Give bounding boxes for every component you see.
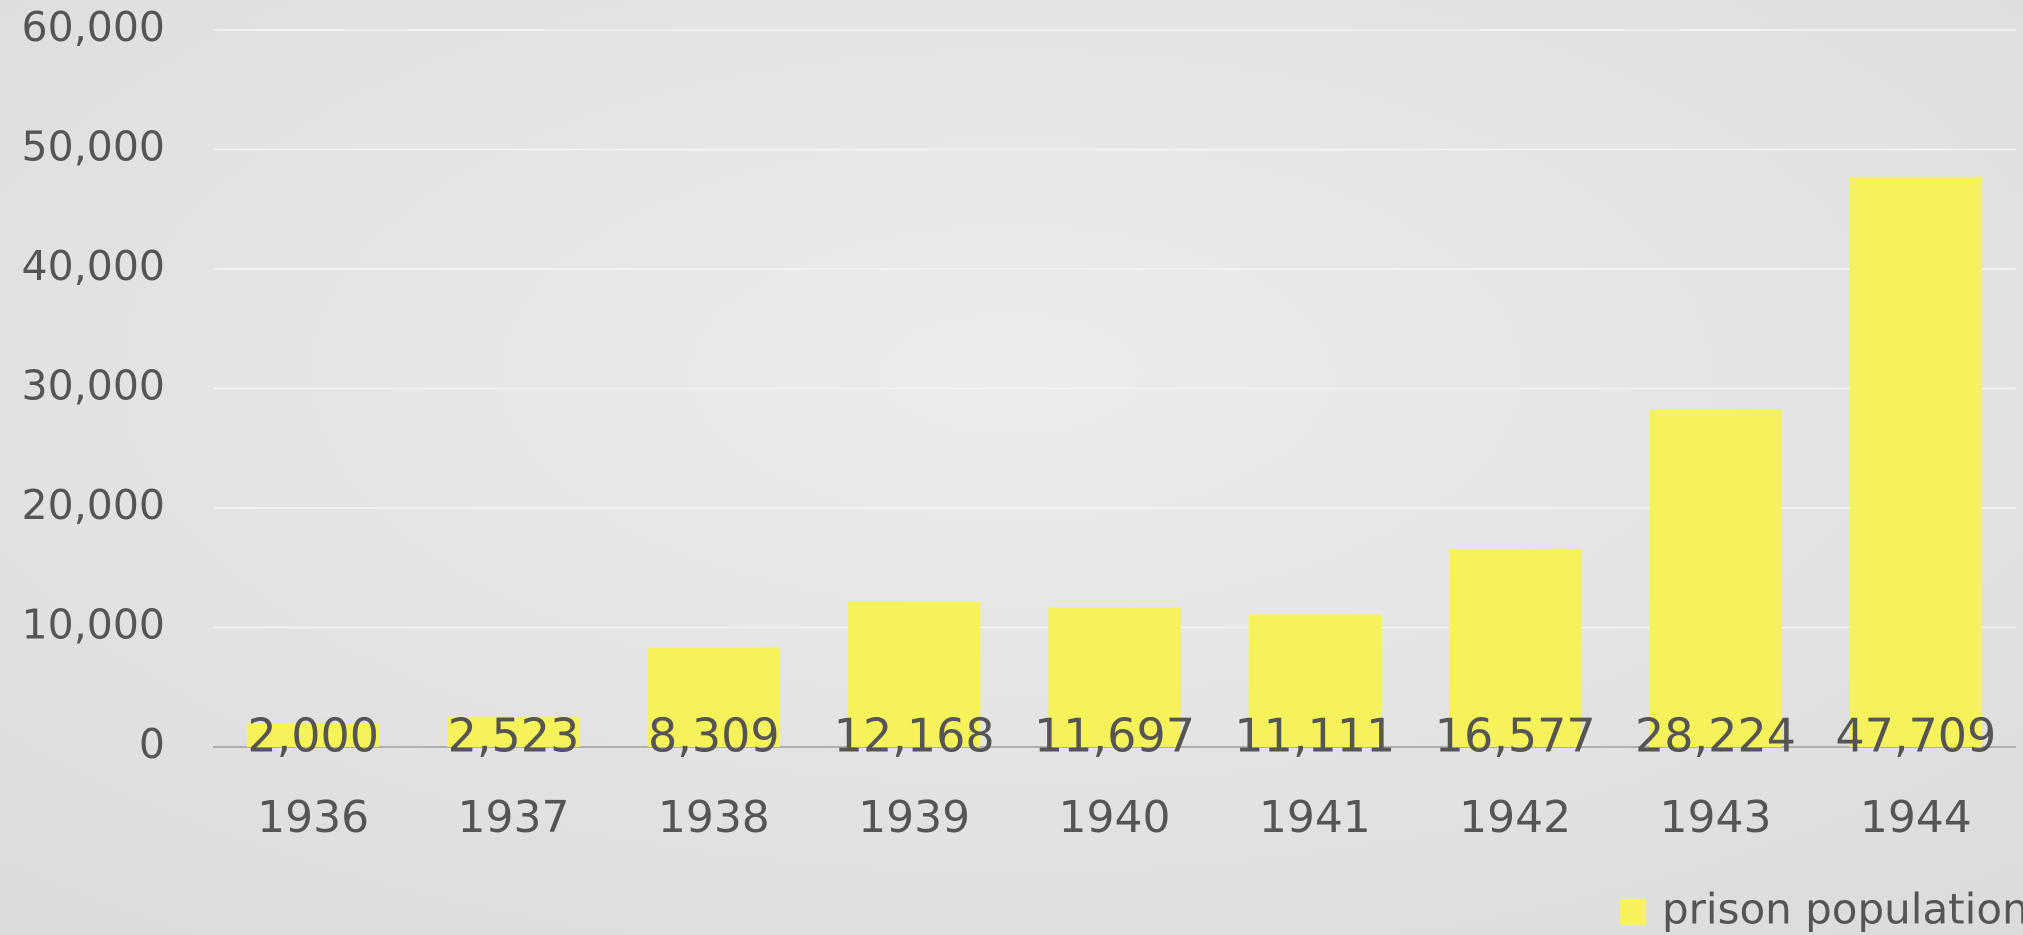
bar — [1849, 176, 1982, 748]
x-tick-label: 1943 — [1660, 792, 1772, 843]
data-label: 11,111 — [1234, 709, 1395, 763]
x-tick-label: 1942 — [1459, 792, 1571, 843]
x-tick-label: 1937 — [458, 792, 570, 843]
data-label: 8,309 — [648, 709, 780, 763]
bar — [247, 723, 380, 747]
data-label: 28,224 — [1635, 709, 1796, 763]
y-tick-label: 40,000 — [22, 242, 165, 290]
legend-swatch — [1620, 899, 1646, 925]
data-label: 47,709 — [1835, 709, 1996, 763]
x-tick-label: 1939 — [858, 792, 970, 843]
bar — [1048, 607, 1181, 747]
y-tick-label: 30,000 — [22, 362, 165, 410]
y-tick-label: 20,000 — [22, 481, 165, 529]
x-tick-label: 1938 — [658, 792, 770, 843]
bar — [447, 716, 580, 747]
bar — [848, 601, 981, 747]
y-tick-label: 50,000 — [22, 123, 165, 171]
data-label: 12,168 — [834, 709, 995, 763]
bar — [1449, 548, 1582, 747]
data-label: 2,523 — [448, 709, 580, 763]
x-tick-label: 1941 — [1259, 792, 1371, 843]
data-label: 11,697 — [1034, 709, 1195, 763]
data-label: 2,000 — [247, 709, 379, 763]
data-label: 16,577 — [1435, 709, 1596, 763]
bar — [647, 647, 780, 747]
x-tick-label: 1936 — [257, 792, 369, 843]
x-tick-label: 1940 — [1059, 792, 1171, 843]
bar — [1248, 614, 1381, 747]
x-tick-label: 1944 — [1860, 792, 1972, 843]
y-tick-label: 0 — [139, 720, 165, 768]
y-tick-label: 10,000 — [22, 601, 165, 649]
y-tick-label: 60,000 — [22, 3, 165, 51]
legend-label: prison population — [1662, 885, 2023, 934]
bar — [1649, 409, 1782, 747]
